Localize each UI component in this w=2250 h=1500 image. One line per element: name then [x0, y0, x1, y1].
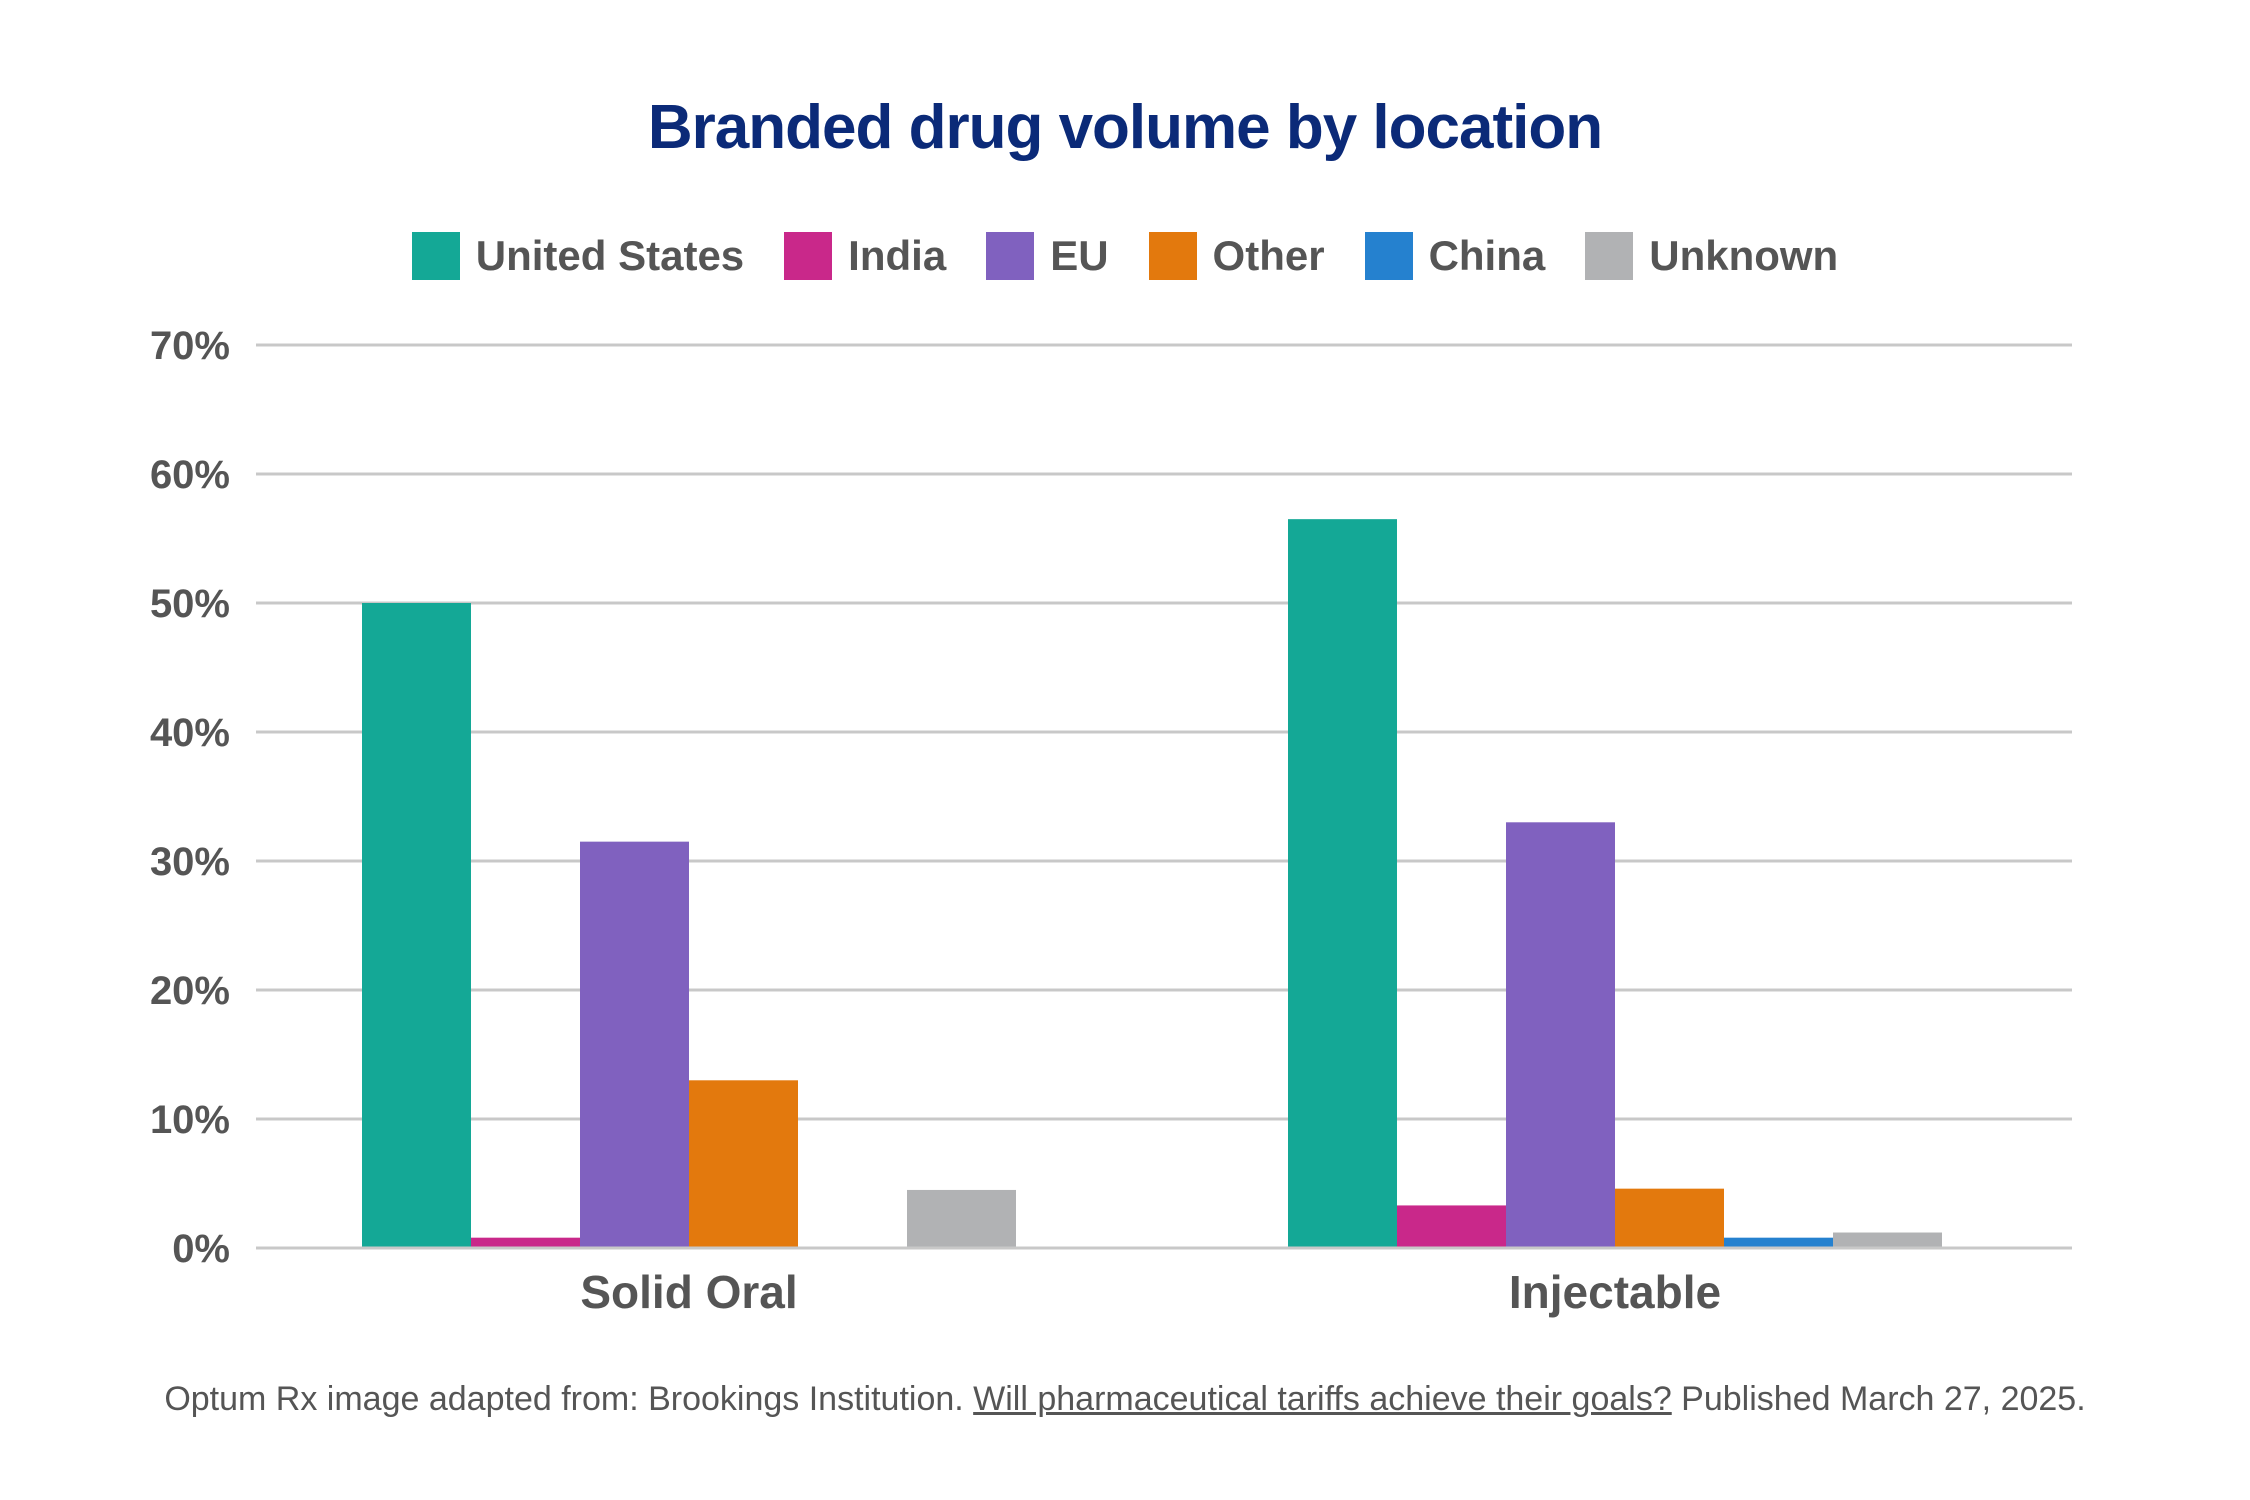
- y-tick-label-30: 30%: [150, 840, 230, 884]
- y-tick-label-50: 50%: [150, 582, 230, 626]
- legend-item-india: India: [784, 232, 946, 280]
- chart-title: Branded drug volume by location: [647, 93, 1603, 162]
- legend-swatch-other: [1148, 232, 1197, 280]
- source-suffix: Published March 27, 2025.: [1671, 1380, 2086, 1418]
- x-axis-category-labels: Solid Oral Injectable: [580, 1266, 1721, 1318]
- bar-injectable-china: [1724, 1237, 1833, 1248]
- legend-label-unknown: Unknown: [1649, 232, 1839, 279]
- bar-injectable-unknown: [1833, 1232, 1942, 1248]
- bar-solid-oral-other: [689, 1080, 798, 1248]
- legend-label-china: China: [1428, 232, 1546, 279]
- y-tick-label-40: 40%: [150, 711, 230, 755]
- bar-injectable-other: [1615, 1188, 1724, 1248]
- legend-label-eu: EU: [1050, 232, 1109, 279]
- source-link[interactable]: Will pharmaceutical tariffs achieve thei…: [973, 1380, 1672, 1418]
- bars: [362, 519, 1942, 1248]
- legend-swatch-eu: [986, 232, 1035, 280]
- bar-injectable-united-states: [1288, 519, 1397, 1248]
- legend-swatch-china: [1364, 232, 1413, 280]
- legend-label-other: Other: [1212, 232, 1325, 279]
- source-note: Optum Rx image adapted from: Brookings I…: [0, 1380, 2250, 1419]
- bar-solid-oral-unknown: [907, 1189, 1016, 1248]
- legend-swatch-unknown: [1585, 232, 1634, 280]
- y-tick-label-0: 0%: [172, 1227, 230, 1271]
- legend-item-other: Other: [1148, 232, 1325, 280]
- bar-injectable-india: [1397, 1205, 1506, 1248]
- y-tick-label-60: 60%: [150, 453, 230, 497]
- y-tick-label-20: 20%: [150, 969, 230, 1013]
- x-category-label-injectable: Injectable: [1509, 1266, 1721, 1318]
- x-category-label-solid-oral: Solid Oral: [580, 1266, 797, 1318]
- legend-swatch-india: [784, 232, 833, 280]
- bar-solid-oral-india: [471, 1237, 580, 1248]
- bar-solid-oral-eu: [580, 841, 689, 1248]
- legend-item-eu: EU: [986, 232, 1109, 280]
- source-prefix: Optum Rx image adapted from: Brookings I…: [164, 1380, 974, 1418]
- y-tick-label-70: 70%: [150, 324, 230, 368]
- legend-item-unknown: Unknown: [1585, 232, 1838, 280]
- legend-label-united-states: United States: [475, 232, 745, 279]
- legend-item-united-states: United States: [411, 232, 745, 280]
- y-tick-label-10: 10%: [150, 1098, 230, 1142]
- y-axis-tick-labels: 0% 10% 20% 30% 40% 50% 60% 70%: [150, 324, 230, 1271]
- legend-swatch-united-states: [411, 232, 460, 280]
- chart-legend: United States India EU Other China Unknown: [0, 232, 2250, 280]
- legend-item-china: China: [1364, 232, 1546, 280]
- bar-injectable-eu: [1506, 822, 1615, 1248]
- gridlines: [256, 343, 2072, 1121]
- bar-solid-oral-united-states: [362, 603, 471, 1248]
- legend-label-india: India: [848, 232, 947, 279]
